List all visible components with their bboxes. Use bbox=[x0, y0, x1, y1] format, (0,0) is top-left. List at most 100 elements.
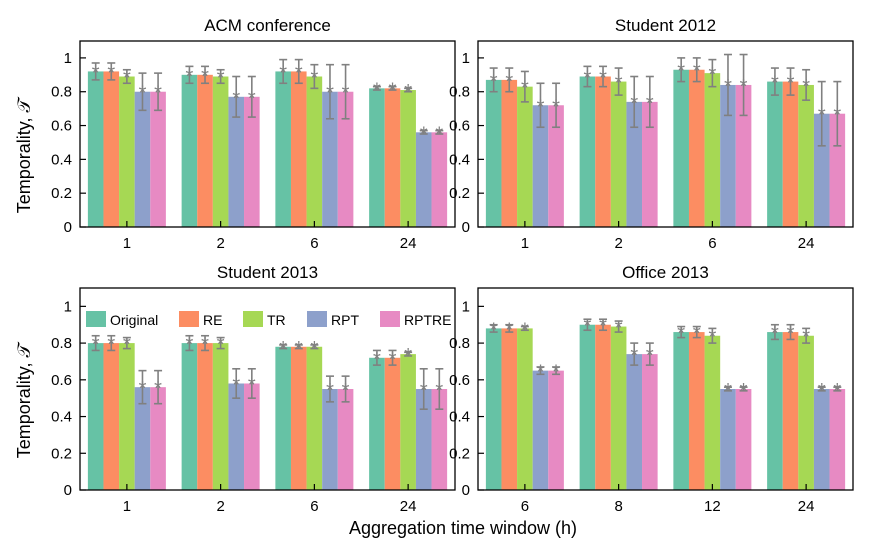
bar-rptre-12 bbox=[735, 389, 752, 490]
x-tick-label: 2 bbox=[216, 498, 224, 515]
mean-marker: * bbox=[521, 78, 529, 100]
mean-marker: * bbox=[404, 81, 412, 103]
bar-rpt-2 bbox=[228, 383, 245, 490]
y-tick-label: 0.6 bbox=[51, 372, 72, 389]
panels: * * *** * *** * *** * *** * **00.20.40.60.811 2 6 24A… bbox=[51, 16, 854, 515]
bar-rptre-24 bbox=[431, 389, 448, 490]
mean-marker: * bbox=[615, 73, 623, 95]
bar-rpt-6 bbox=[322, 389, 338, 490]
mean-marker: * bbox=[708, 327, 716, 349]
chart-title: Student 2012 bbox=[615, 16, 716, 35]
y-tick-label: 0.2 bbox=[449, 185, 470, 202]
chart-title: ACM conference bbox=[204, 16, 331, 35]
bar-re-2 bbox=[595, 76, 611, 227]
bar-rpt-1 bbox=[134, 91, 151, 228]
bar-tr-6 bbox=[517, 328, 533, 490]
mean-marker: * bbox=[615, 318, 623, 340]
y-tick-label: 1 bbox=[64, 50, 72, 67]
mean-marker: * bbox=[279, 338, 287, 360]
bar-re-6 bbox=[290, 71, 307, 227]
mean-marker: * bbox=[708, 64, 716, 86]
bar-tr-6 bbox=[704, 73, 721, 227]
bar-rpt-6 bbox=[322, 91, 338, 228]
mean-marker: * bbox=[310, 338, 318, 360]
y-tick-label: 1 bbox=[462, 50, 470, 67]
mean-marker: * bbox=[326, 83, 334, 105]
legend-swatch-rptre bbox=[380, 311, 400, 327]
bar-tr-2 bbox=[212, 343, 229, 490]
mean-marker: * bbox=[724, 76, 732, 98]
x-axis-label: Aggregation time window (h) bbox=[349, 518, 577, 538]
bar-rpt-1 bbox=[134, 387, 151, 490]
mean-marker: * bbox=[833, 105, 841, 127]
mean-marker: * bbox=[537, 96, 545, 118]
x-tick-label: 12 bbox=[704, 498, 721, 515]
bar-re-12 bbox=[688, 332, 705, 490]
mean-marker: * bbox=[404, 345, 412, 367]
bar-original-2 bbox=[181, 343, 198, 490]
x-tick-label: 1 bbox=[123, 498, 131, 515]
y-tick-label: 0.4 bbox=[449, 151, 470, 168]
mean-marker: * bbox=[599, 316, 607, 338]
bar-tr-24 bbox=[798, 84, 814, 227]
mean-marker: * bbox=[787, 73, 795, 95]
y-tick-label: 0.4 bbox=[51, 409, 72, 426]
x-tick-label: 24 bbox=[798, 498, 815, 515]
y-tick-label: 1 bbox=[462, 298, 470, 315]
bar-original-24 bbox=[767, 332, 783, 490]
x-tick-label: 6 bbox=[310, 498, 318, 515]
bar-rpt-12 bbox=[720, 389, 736, 490]
bar-re-2 bbox=[197, 343, 213, 490]
bar-tr-6 bbox=[306, 346, 323, 490]
mean-marker: * bbox=[646, 345, 654, 367]
chart-panel-1: * * * * * * * * * * * * * * * * * * * * 0 0.2 0.4 0.6 0.8 1 1 2 6 24 S… bbox=[449, 16, 854, 252]
y-axis-label-top: Temporality, 𝒯 bbox=[14, 97, 34, 214]
mean-marker: * bbox=[552, 96, 560, 118]
bar-original-6 bbox=[275, 71, 291, 227]
legend-label-rptre: RPTRE bbox=[404, 312, 451, 328]
mean-marker: * bbox=[599, 68, 607, 90]
plot-frame bbox=[79, 40, 456, 228]
mean-marker: * bbox=[584, 68, 592, 90]
mean-marker: * bbox=[326, 380, 334, 402]
legend-swatch-re bbox=[179, 311, 199, 327]
bar-rptre-24 bbox=[431, 132, 448, 227]
bar-tr-24 bbox=[400, 354, 416, 490]
bar-re-1 bbox=[501, 79, 518, 228]
bar-rptre-1 bbox=[150, 91, 166, 228]
mean-marker: * bbox=[248, 374, 256, 396]
mean-marker: * bbox=[802, 327, 810, 349]
bar-tr-1 bbox=[119, 343, 135, 490]
bar-rptre-24 bbox=[829, 389, 846, 490]
mean-marker: * bbox=[584, 316, 592, 338]
bar-original-6 bbox=[673, 69, 689, 227]
mean-marker: * bbox=[771, 323, 779, 345]
mean-marker: * bbox=[740, 76, 748, 98]
mean-marker: * bbox=[373, 79, 381, 101]
bar-rpt-2 bbox=[228, 96, 245, 227]
legend: Original RE TR RPT RPTRE bbox=[86, 311, 451, 328]
mean-marker: * bbox=[295, 338, 303, 360]
bar-rpt-24 bbox=[415, 132, 432, 227]
bar-rptre-8 bbox=[642, 354, 658, 490]
mean-marker: * bbox=[787, 323, 795, 345]
mean-marker: * bbox=[232, 88, 240, 110]
mean-marker: * bbox=[802, 76, 810, 98]
bar-rptre-6 bbox=[337, 389, 354, 490]
y-tick-label: 0.2 bbox=[449, 445, 470, 462]
mean-marker: * bbox=[201, 334, 209, 356]
mean-marker: * bbox=[342, 83, 350, 105]
mean-marker: * bbox=[677, 61, 685, 83]
y-tick-label: 0.4 bbox=[449, 409, 470, 426]
bar-rpt-1 bbox=[532, 105, 549, 227]
mean-marker: * bbox=[123, 68, 131, 90]
bar-original-2 bbox=[579, 76, 596, 227]
mean-marker: * bbox=[139, 83, 147, 105]
bar-tr-2 bbox=[212, 76, 229, 227]
x-tick-label: 6 bbox=[521, 498, 529, 515]
chart-title: Office 2013 bbox=[622, 263, 709, 282]
bar-original-1 bbox=[87, 343, 104, 490]
mean-marker: * bbox=[537, 362, 545, 384]
mean-marker: * bbox=[186, 66, 194, 88]
